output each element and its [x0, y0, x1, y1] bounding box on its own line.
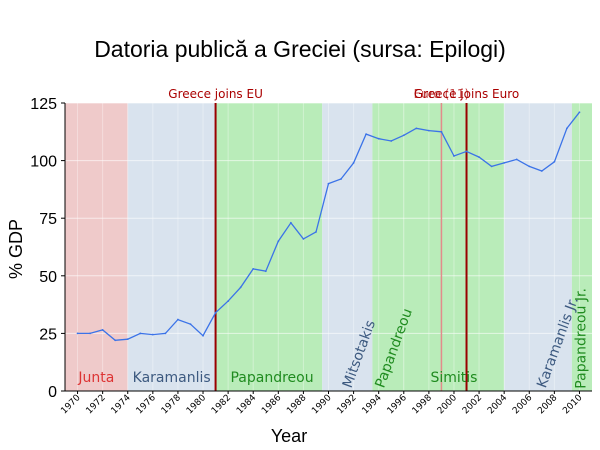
- data-point-1977: [164, 332, 167, 335]
- data-point-1991: [340, 178, 342, 180]
- data-point-1979: [189, 323, 192, 326]
- x-tick-label-17: 2004: [486, 393, 509, 416]
- x-tick-label-0: 1970: [59, 393, 82, 416]
- data-point-1989: [315, 231, 317, 233]
- data-point-2006: [528, 165, 531, 168]
- data-point-1997: [415, 127, 418, 130]
- period-band-7: [571, 103, 592, 391]
- period-label-2: Papandreou: [230, 370, 313, 386]
- x-tick-label-3: 1976: [135, 393, 158, 416]
- y-tick-label-2: 50: [39, 269, 57, 286]
- period-band-0: [65, 103, 128, 391]
- x-tick-label-2: 1974: [110, 393, 133, 416]
- data-point-1971: [89, 332, 91, 335]
- series-layer: [76, 111, 581, 342]
- data-point-2001: [465, 150, 468, 153]
- data-point-1981: [214, 311, 217, 314]
- x-tick-label-19: 2008: [536, 393, 559, 416]
- period-band-1: [127, 103, 216, 391]
- period-band-6: [504, 103, 572, 391]
- x-tick-label-6: 1982: [210, 393, 233, 416]
- x-axis-label: Year: [271, 426, 307, 446]
- event-label-2: Greece joins Euro: [414, 87, 519, 101]
- data-point-1973: [114, 339, 117, 342]
- data-point-1999: [440, 130, 443, 133]
- data-point-1994: [377, 137, 380, 140]
- x-tick-label-20: 2010: [561, 393, 584, 416]
- grid-lines: [65, 102, 592, 391]
- y-tick-label-4: 100: [30, 154, 57, 171]
- x-tick-label-16: 2002: [461, 393, 484, 416]
- data-point-2003: [490, 165, 493, 168]
- period-band-3: [322, 103, 373, 391]
- data-point-1986: [277, 240, 280, 243]
- y-tick-label-3: 75: [39, 211, 57, 228]
- period-label-1: Karamanlis: [133, 370, 211, 386]
- x-tick-label-1: 1972: [84, 393, 107, 416]
- period-band-5: [403, 103, 505, 391]
- period-band-2: [215, 103, 323, 391]
- data-point-1983: [239, 286, 242, 289]
- x-tick-label-11: 1992: [335, 393, 358, 416]
- x-tick-label-15: 2000: [436, 393, 459, 416]
- period-label-0: Junta: [77, 370, 114, 386]
- period-bands: [65, 103, 592, 391]
- data-point-1987: [289, 221, 292, 224]
- data-point-1980: [202, 334, 204, 337]
- data-point-1992: [352, 162, 355, 164]
- x-tick-label-12: 1994: [361, 393, 384, 416]
- event-label-0: Greece joins EU: [168, 87, 263, 101]
- y-axis-label: % GDP: [6, 219, 26, 279]
- y-tick-label-1: 25: [39, 326, 57, 343]
- data-point-1978: [177, 318, 179, 321]
- data-point-2000: [453, 155, 455, 157]
- data-point-1995: [390, 140, 393, 142]
- data-point-1998: [427, 129, 430, 132]
- x-tick-label-10: 1990: [310, 393, 333, 416]
- x-tick-label-18: 2006: [511, 393, 534, 416]
- data-point-2009: [566, 127, 568, 130]
- data-point-1990: [327, 182, 330, 185]
- data-point-1985: [264, 270, 267, 273]
- data-point-1976: [151, 333, 154, 336]
- event-label-1: Euro (11): [414, 87, 470, 101]
- data-point-1970: [76, 332, 79, 335]
- period-label-5: Simitis: [430, 370, 477, 386]
- x-tick-label-14: 1998: [411, 393, 434, 416]
- data-point-1982: [227, 300, 230, 303]
- x-tick-label-5: 1980: [185, 393, 208, 416]
- x-tick-label-7: 1984: [235, 393, 258, 416]
- y-tick-label-5: 125: [30, 96, 57, 113]
- data-point-1993: [365, 133, 368, 136]
- chart-title: Datoria publică a Greciei (sursa: Epilog…: [94, 36, 506, 62]
- event-lines: Greece joins EU Euro (11)Greece joins Eur…: [168, 87, 519, 391]
- data-point-1975: [139, 332, 142, 335]
- data-point-2010: [578, 111, 581, 114]
- period-label-7: Papandreou Jr.: [574, 288, 590, 389]
- data-point-1984: [252, 267, 255, 270]
- x-tick-label-8: 1986: [260, 393, 283, 416]
- y-tick-label-0: 0: [48, 384, 57, 401]
- data-point-2002: [478, 156, 480, 159]
- data-point-1988: [302, 238, 305, 240]
- x-tick-label-13: 1996: [386, 393, 409, 416]
- x-tick-label-9: 1988: [285, 393, 308, 416]
- period-band-4: [372, 103, 404, 391]
- x-tick-label-4: 1978: [160, 393, 183, 416]
- data-point-2007: [540, 170, 543, 172]
- data-point-2008: [553, 160, 556, 163]
- data-point-2004: [503, 162, 506, 164]
- data-point-1974: [126, 338, 129, 341]
- data-point-1972: [101, 329, 104, 331]
- data-point-1996: [402, 134, 405, 137]
- data-point-2005: [515, 158, 518, 161]
